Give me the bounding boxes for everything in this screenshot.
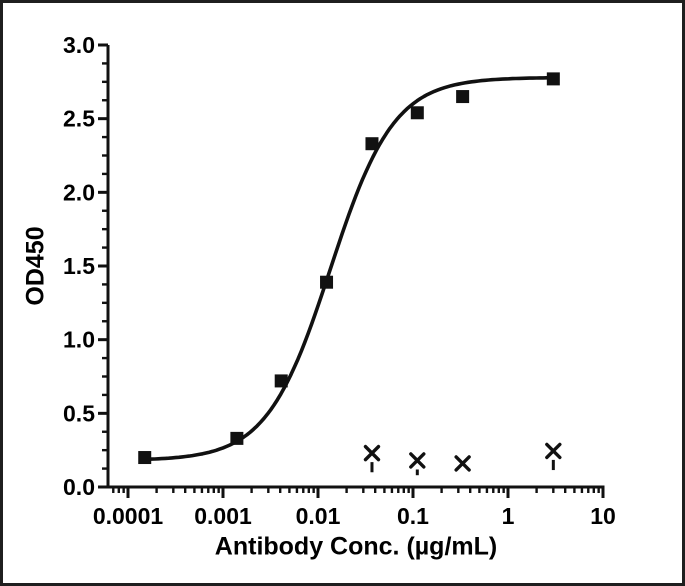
y-tick-label: 1.5: [63, 253, 95, 279]
y-tick-label: 0.5: [63, 400, 95, 426]
data-point-square: [456, 90, 470, 104]
data-point-square: [138, 451, 152, 465]
y-tick-label: 1.0: [63, 327, 95, 353]
x-tick-label: 1: [502, 503, 515, 529]
x-axis-title: Antibody Conc. (µg/mL): [214, 532, 498, 561]
x-tick-label: 0.001: [194, 503, 252, 529]
data-point-square: [546, 72, 560, 86]
data-point-square: [365, 137, 379, 151]
x-tick-label: 0.01: [296, 503, 341, 529]
data-point-square: [230, 431, 244, 445]
control-point-x: [454, 455, 471, 472]
y-tick-label: 0.0: [63, 474, 95, 500]
y-tick-label: 2.0: [63, 179, 95, 205]
y-tick-label: 2.5: [63, 106, 95, 132]
y-tick-label: 3.0: [63, 32, 95, 58]
control-point-x: [545, 442, 562, 460]
x-tick-label: 0.0001: [93, 503, 164, 529]
axis-lines: [106, 45, 605, 489]
fit-curve: [144, 76, 554, 462]
control-point-x: [363, 444, 381, 462]
x-tick-label: 0.1: [397, 503, 429, 529]
x-tick-label: 10: [590, 503, 616, 529]
control-point-x: [409, 452, 426, 469]
y-axis-title: OD450: [21, 226, 50, 306]
data-point-square: [410, 106, 424, 120]
data-point-square: [320, 275, 334, 289]
data-point-square: [274, 374, 288, 388]
